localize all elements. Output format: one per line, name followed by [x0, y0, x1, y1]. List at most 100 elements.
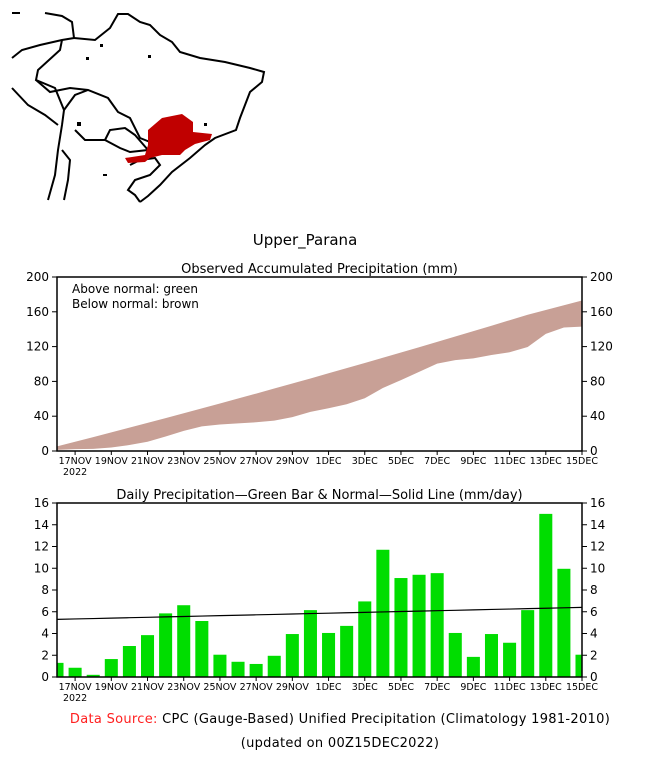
x-tick-label: 29NOV — [276, 682, 310, 693]
daily-bar — [141, 635, 155, 677]
x-year-label: 2022 — [63, 467, 87, 478]
x-tick-label: 7DEC — [424, 456, 450, 467]
y-tick-label-right: 200 — [590, 270, 613, 284]
y-tick-label-right: 14 — [590, 518, 605, 532]
x-tick-label: 19NOV — [95, 682, 129, 693]
daily-bar — [195, 620, 209, 677]
bars — [57, 513, 582, 677]
x-tick-label: 25NOV — [203, 456, 237, 467]
daily-bar — [484, 634, 498, 677]
daily-bar — [412, 574, 426, 677]
daily-bar — [177, 605, 191, 677]
x-tick-label: 25NOV — [203, 682, 237, 693]
y-tick-label-right: 0 — [590, 444, 598, 458]
y-tick-label-right: 80 — [590, 374, 605, 388]
x-tick-label: 1DEC — [316, 682, 342, 693]
updated-text: (updated on 00Z15DEC2022) — [240, 736, 440, 751]
x-tick-label: 1DEC — [316, 456, 342, 467]
x-tick-label: 21NOV — [131, 456, 165, 467]
region-map — [11, 12, 266, 203]
y-tick-label-left: 8 — [41, 583, 49, 597]
chart-title: Daily Precipitation—Green Bar & Normal—S… — [116, 488, 522, 503]
y-tick-label-right: 120 — [590, 340, 613, 354]
y-tick-label-right: 40 — [590, 409, 605, 423]
daily-bar — [358, 601, 372, 677]
x-tick-label: 23NOV — [167, 456, 201, 467]
daily-bar — [122, 646, 136, 677]
data-source-label: Data Source: — [69, 712, 158, 727]
daily-bar — [521, 610, 535, 677]
y-tick-label-left: 12 — [34, 540, 49, 554]
daily-bar — [57, 662, 64, 677]
daily-bar — [285, 634, 299, 677]
y-tick-label-left: 10 — [34, 561, 49, 575]
x-tick-label: 11DEC — [494, 682, 526, 693]
legend-line: Below normal: brown — [72, 297, 199, 311]
y-tick-label-right: 6 — [590, 605, 598, 619]
x-tick-label: 5DEC — [388, 682, 414, 693]
x-tick-label: 7DEC — [424, 682, 450, 693]
y-tick-label-left: 160 — [26, 305, 49, 319]
daily-bar — [557, 568, 571, 677]
y-tick-label-right: 4 — [590, 627, 598, 641]
daily-bar — [575, 654, 582, 677]
daily-bar — [430, 573, 444, 677]
x-tick-label: 11DEC — [494, 456, 526, 467]
y-tick-label-left: 40 — [34, 409, 49, 423]
daily-bar — [322, 632, 336, 677]
x-tick-label: 23NOV — [167, 682, 201, 693]
region-title: Upper_Parana — [252, 231, 358, 249]
daily-bar — [503, 642, 517, 677]
y-tick-label-right: 10 — [590, 561, 605, 575]
y-tick-label-left: 6 — [41, 605, 49, 619]
data-source-text: CPC (Gauge-Based) Unified Precipitation … — [162, 712, 611, 727]
y-tick-label-right: 16 — [590, 496, 605, 510]
daily-bar — [86, 674, 100, 677]
lakes — [77, 44, 207, 176]
y-tick-label-right: 12 — [590, 540, 605, 554]
y-tick-label-left: 2 — [41, 648, 49, 662]
daily-bar — [539, 513, 553, 677]
daily-bar — [249, 663, 263, 677]
chart-title: Observed Accumulated Precipitation (mm) — [181, 262, 458, 277]
x-tick-label: 15DEC — [566, 682, 598, 693]
daily-bar — [231, 661, 245, 677]
y-tick-label-right: 2 — [590, 648, 598, 662]
x-tick-label: 15DEC — [566, 456, 598, 467]
y-tick-label-right: 160 — [590, 305, 613, 319]
daily-bar — [213, 654, 227, 677]
y-tick-label-left: 4 — [41, 627, 49, 641]
x-tick-label: 29NOV — [276, 456, 310, 467]
x-tick-label: 9DEC — [460, 456, 486, 467]
country-borders — [11, 12, 266, 203]
x-tick-label: 17NOV — [59, 682, 93, 693]
y-tick-label-left: 80 — [34, 374, 49, 388]
legend-line: Above normal: green — [72, 282, 198, 296]
daily-bar — [159, 613, 173, 677]
x-tick-label: 27NOV — [240, 682, 274, 693]
normal-line — [56, 606, 583, 620]
x-tick-label: 3DEC — [352, 456, 378, 467]
daily-bar — [104, 659, 118, 677]
upper-parana-region — [125, 114, 212, 163]
y-tick-label-left: 16 — [34, 496, 49, 510]
x-tick-label: 13DEC — [530, 682, 562, 693]
y-tick-label-left: 200 — [26, 270, 49, 284]
x-tick-label: 19NOV — [95, 456, 129, 467]
daily-bar — [448, 632, 462, 677]
x-tick-label: 5DEC — [388, 456, 414, 467]
x-tick-label: 3DEC — [352, 682, 378, 693]
x-tick-label: 9DEC — [460, 682, 486, 693]
y-tick-label-left: 120 — [26, 340, 49, 354]
daily-bar — [68, 667, 82, 677]
daily-bar — [303, 610, 317, 677]
daily-bar — [466, 656, 480, 677]
y-tick-label-right: 8 — [590, 583, 598, 597]
daily-bar — [340, 625, 354, 677]
x-tick-label: 21NOV — [131, 682, 165, 693]
y-tick-label-left: 14 — [34, 518, 49, 532]
daily-bar — [394, 578, 408, 677]
x-tick-label: 27NOV — [240, 456, 274, 467]
y-tick-label-left: 0 — [41, 444, 49, 458]
x-tick-label: 17NOV — [59, 456, 93, 467]
